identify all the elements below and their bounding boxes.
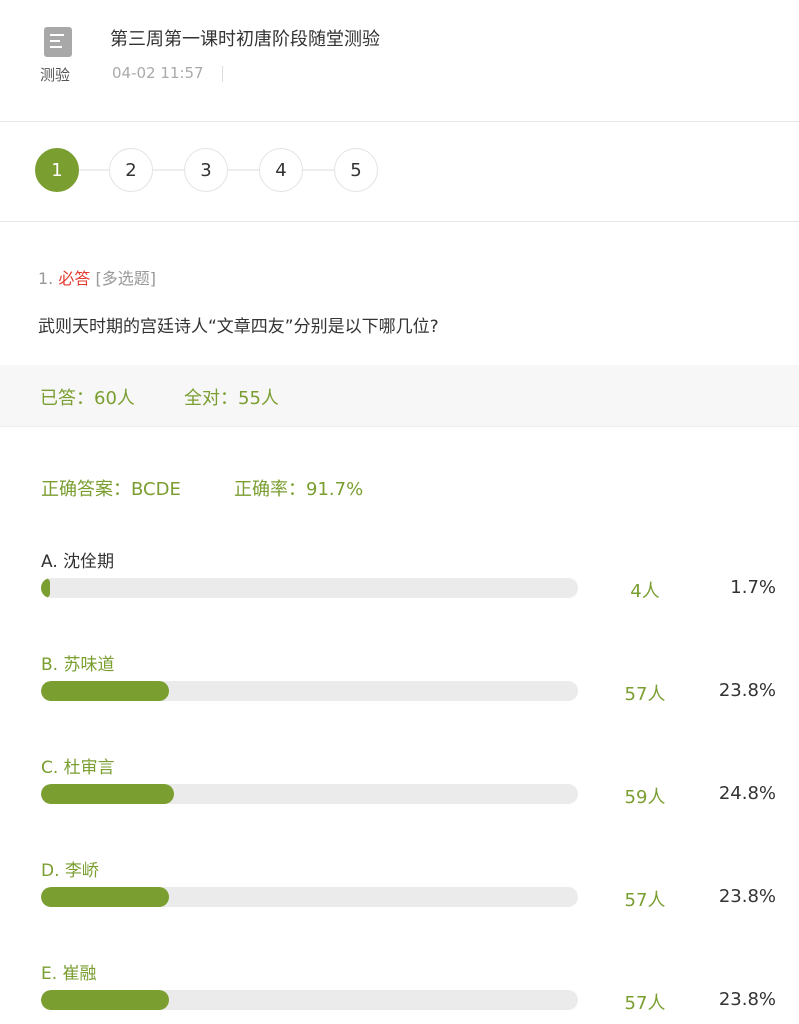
option-count: 57人: [624, 684, 666, 705]
question-number: 1.: [38, 269, 54, 288]
option-percent: 1.7%: [730, 577, 776, 598]
question-type: [多选题]: [95, 269, 156, 288]
option-bar-fill: [41, 784, 175, 804]
option-label: D. 李峤: [41, 861, 99, 881]
option-percent: 23.8%: [718, 680, 776, 701]
divider: [0, 121, 799, 122]
option-count: 59人: [624, 787, 666, 808]
correct-rate: 正确率：91.7%: [234, 479, 364, 500]
option-label: A. 沈佺期: [41, 552, 115, 572]
option-label: E. 崔融: [41, 964, 97, 984]
question-text: 武则天时期的宫廷诗人“文章四友”分别是以下哪几位?: [38, 317, 439, 337]
answered-count: 已答：60人: [40, 388, 135, 409]
divider: [0, 221, 799, 222]
option-label: B. 苏味道: [41, 655, 115, 675]
option-bar-fill: [41, 990, 169, 1010]
step-2[interactable]: 2: [109, 148, 153, 192]
option-bar-track: [41, 887, 578, 907]
all-correct-count: 全对：55人: [184, 388, 279, 409]
stats-band: [0, 365, 799, 427]
question-label: 1. 必答 [多选题]: [38, 265, 156, 289]
option-label: C. 杜审言: [41, 758, 115, 778]
option-bar-fill: [41, 681, 169, 701]
required-badge: 必答: [58, 269, 91, 288]
divider: [222, 66, 223, 82]
activity-type-label: 测验: [40, 66, 71, 84]
timestamp: 04-02 11:57: [112, 64, 204, 82]
option-percent: 23.8%: [718, 989, 776, 1010]
step-3[interactable]: 3: [184, 148, 228, 192]
option-percent: 23.8%: [718, 886, 776, 907]
option-bar-track: [41, 990, 578, 1010]
step-1[interactable]: 1: [35, 148, 79, 192]
option-bar-fill: [41, 578, 51, 598]
option-bar-fill: [41, 887, 169, 907]
step-4[interactable]: 4: [259, 148, 303, 192]
quiz-title[interactable]: 第三周第一课时初唐阶段随堂测验: [110, 29, 380, 50]
step-5[interactable]: 5: [334, 148, 378, 192]
option-bar-track: [41, 578, 578, 598]
quiz-icon: [44, 27, 72, 57]
option-percent: 24.8%: [718, 783, 776, 804]
option-count: 57人: [624, 993, 666, 1014]
option-count: 57人: [624, 890, 666, 911]
option-bar-track: [41, 784, 578, 804]
correct-answer: 正确答案：BCDE: [41, 479, 181, 500]
option-count: 4人: [630, 581, 660, 602]
option-bar-track: [41, 681, 578, 701]
